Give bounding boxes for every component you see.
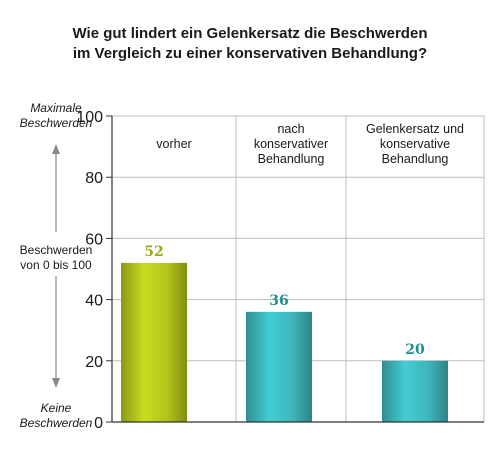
up-arrow-icon — [52, 144, 60, 154]
y-tick-label-40: 40 — [85, 293, 103, 310]
data-label-0: 52 — [144, 244, 163, 260]
y-tick-label-0: 0 — [94, 415, 103, 432]
no-complaints-line-2: Beschwerden — [19, 416, 93, 430]
no-complaints-line-1: Keine — [40, 401, 72, 415]
data-label-1: 36 — [269, 293, 288, 309]
bar-1 — [246, 311, 312, 422]
max-complaints-line-2: Beschwerden — [19, 116, 93, 130]
chart-title: Wie gut lindert ein Gelenkersatz die Bes… — [0, 24, 500, 64]
category-label-2-line-1: konservative — [380, 137, 450, 151]
chart-title-line-2: im Vergleich zu einer konservativen Beha… — [72, 45, 428, 62]
y-tick-label-20: 20 — [85, 354, 103, 371]
max-complaints-line-1: Maximale — [30, 101, 82, 115]
max-complaints-label: Maximale Beschwerden — [0, 101, 112, 131]
arrows-layer — [52, 144, 60, 388]
category-label-2-line-0: Gelenkersatz und — [366, 122, 464, 136]
y-tick-label-80: 80 — [85, 170, 103, 187]
labels-layer: 52vorher36nachkonservativerBehandlung20G… — [144, 122, 464, 358]
data-label-2: 20 — [405, 342, 425, 358]
scale-description-line-2: von 0 bis 100 — [20, 258, 92, 272]
scale-description-line-1: Beschwerden — [19, 243, 93, 257]
down-arrow-icon — [52, 378, 60, 388]
category-label-0-line-0: vorher — [156, 137, 191, 151]
bar-0 — [121, 262, 187, 422]
no-complaints-label: Keine Beschwerden — [0, 401, 112, 431]
category-label-1-line-1: konservativer — [254, 137, 328, 151]
category-label-1-line-2: Behandlung — [258, 152, 325, 166]
bar-2 — [382, 360, 448, 422]
bars-layer — [121, 262, 448, 422]
y-tick-label-100: 100 — [76, 109, 103, 126]
chart-title-line-1: Wie gut lindert ein Gelenkersatz die Bes… — [72, 25, 428, 42]
category-label-1-line-0: nach — [277, 122, 304, 136]
scale-description-label: Beschwerden von 0 bis 100 — [0, 243, 112, 273]
category-label-2-line-2: Behandlung — [382, 152, 449, 166]
axis-layer: 0 20 40 60 80 100 — [76, 109, 484, 432]
y-tick-label-60: 60 — [85, 231, 103, 248]
